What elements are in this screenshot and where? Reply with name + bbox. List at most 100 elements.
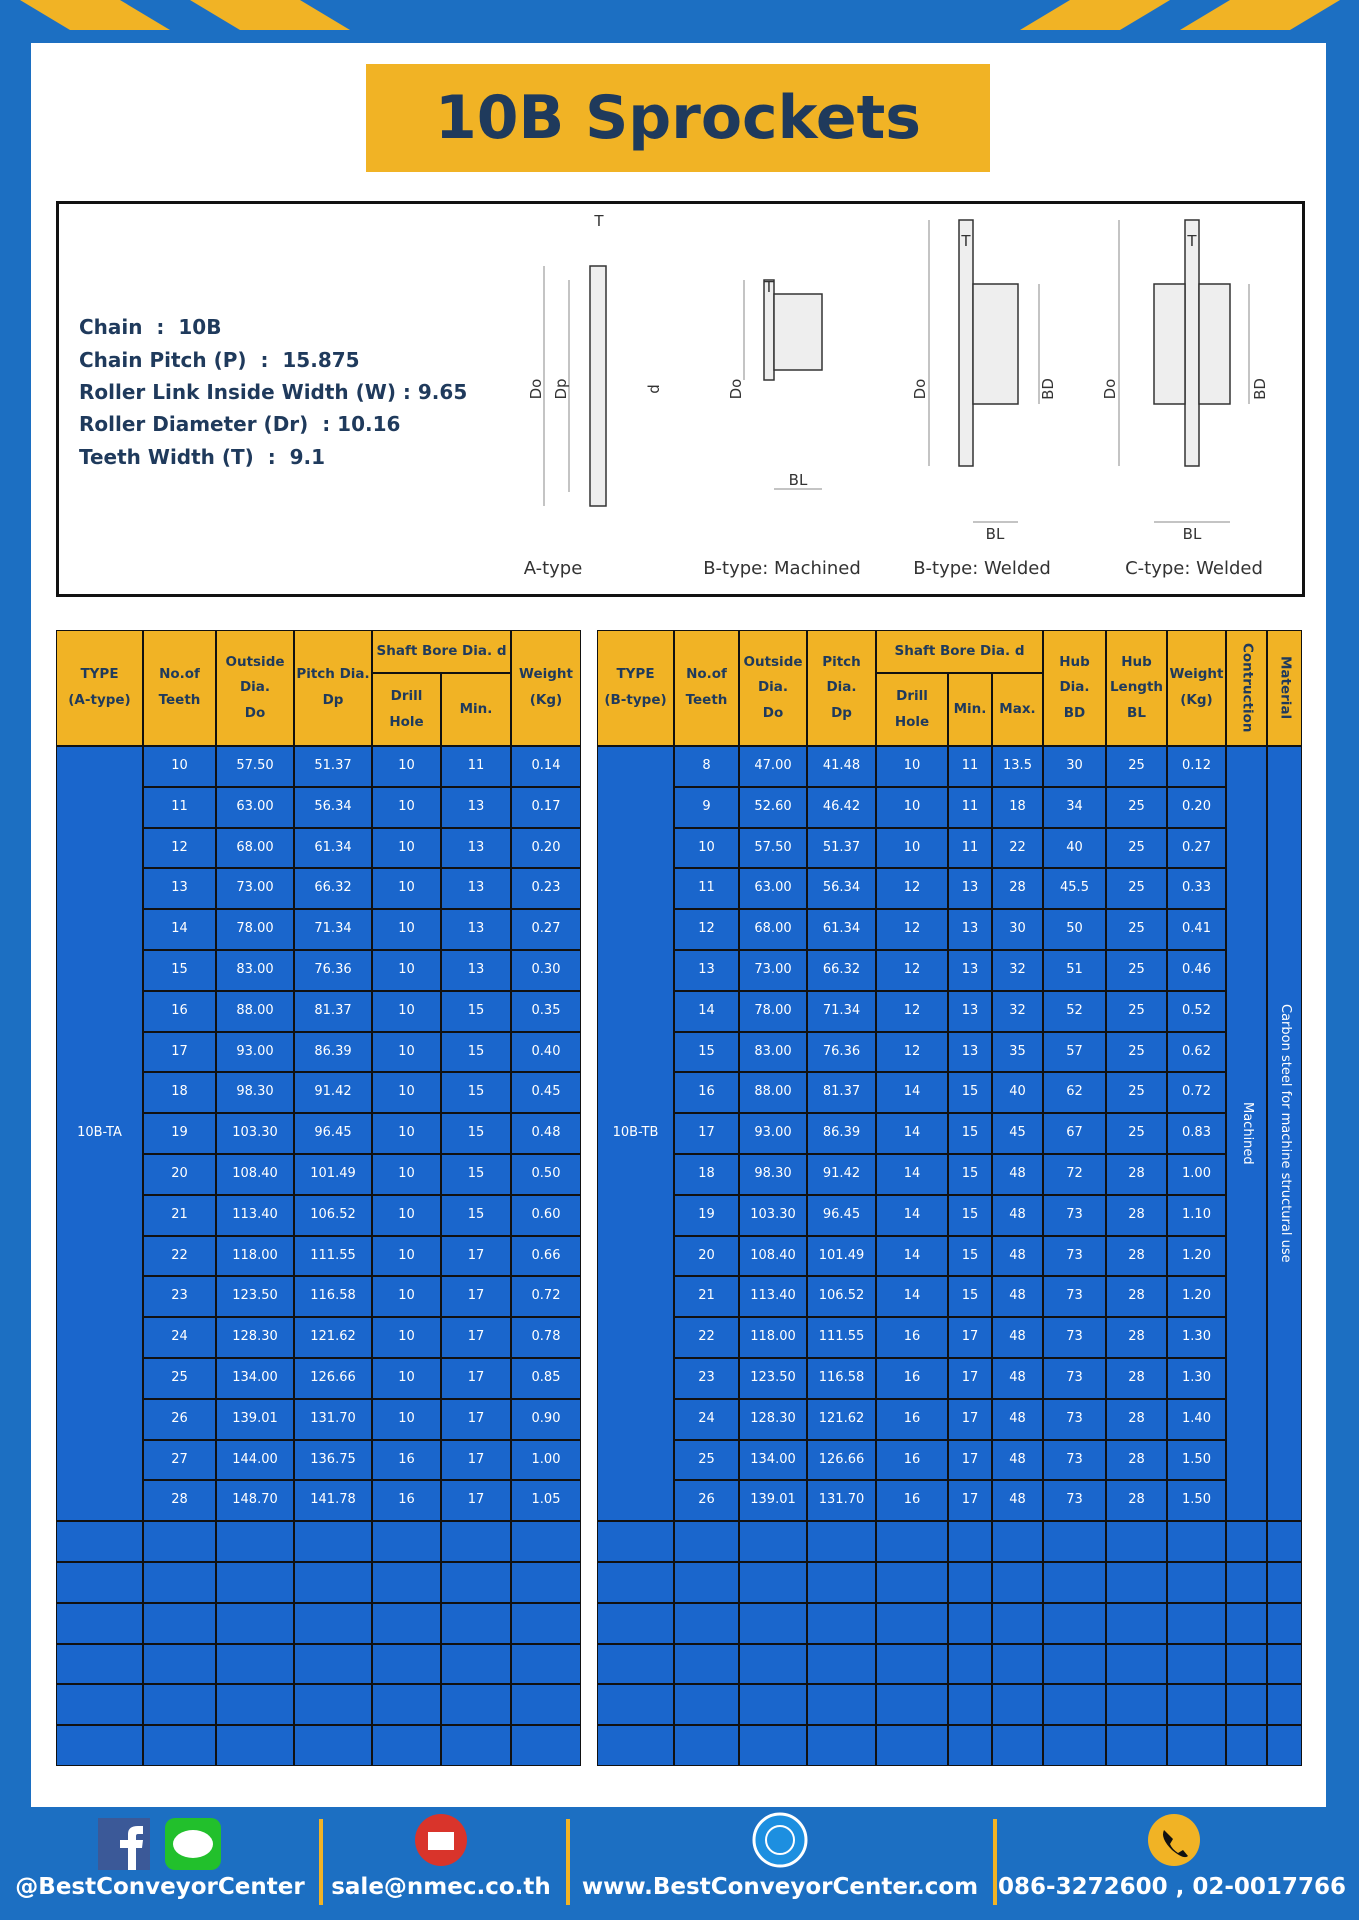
data-cell: 123.50 xyxy=(216,1276,294,1318)
data-cell: 0.30 xyxy=(511,950,581,991)
caption: B-type: Machined xyxy=(703,558,861,579)
data-cell: 103.30 xyxy=(739,1194,807,1236)
data-cell: 73 xyxy=(1043,1194,1106,1236)
data-cell: 25 xyxy=(1106,950,1167,991)
empty-cell xyxy=(597,1562,674,1603)
type-cell: 10B-TA xyxy=(56,746,143,1522)
label: d xyxy=(645,384,663,394)
data-cell: 16 xyxy=(372,1439,441,1481)
data-cell: 0.48 xyxy=(511,1113,581,1154)
header-text: Dp xyxy=(322,692,344,708)
data-cell: 14 xyxy=(876,1072,948,1114)
data-cell: 10 xyxy=(876,827,948,869)
data-cell: 0.85 xyxy=(511,1358,581,1399)
data-cell: 28 xyxy=(1106,1439,1167,1481)
empty-cell xyxy=(216,1562,294,1603)
empty-cell xyxy=(1267,1602,1302,1644)
data-cell: 61.34 xyxy=(294,827,372,869)
empty-cell xyxy=(992,1643,1043,1685)
data-cell: 63.00 xyxy=(216,786,294,828)
data-cell: 10 xyxy=(372,1154,441,1195)
data-cell: 108.40 xyxy=(216,1154,294,1195)
data-cell: 141.78 xyxy=(294,1480,372,1522)
header-text: BD xyxy=(1063,704,1086,721)
data-cell: 0.90 xyxy=(511,1398,581,1440)
data-cell: 131.70 xyxy=(807,1480,876,1522)
header-text: BL xyxy=(1127,704,1146,721)
data-cell: 17 xyxy=(948,1398,992,1440)
data-cell: 10 xyxy=(143,746,216,787)
data-cell: 88.00 xyxy=(216,990,294,1032)
empty-cell xyxy=(216,1521,294,1562)
header-cell: Shaft Bore Dia. d xyxy=(372,630,511,673)
empty-cell xyxy=(56,1602,143,1644)
data-cell: 76.36 xyxy=(807,1031,876,1073)
data-cell: 40 xyxy=(1043,827,1106,869)
data-cell: 0.12 xyxy=(1167,746,1226,787)
data-cell: 50 xyxy=(1043,909,1106,950)
data-cell: 63.00 xyxy=(739,868,807,910)
empty-cell xyxy=(674,1562,739,1603)
data-cell: 15 xyxy=(441,1194,511,1236)
empty-cell xyxy=(1267,1725,1302,1766)
header-cell: Hub Length BL xyxy=(1106,630,1167,746)
data-cell: 73 xyxy=(1043,1358,1106,1399)
header-text: Outside xyxy=(225,653,285,670)
header-text: Pitch Dia. xyxy=(296,666,370,683)
data-cell: 0.66 xyxy=(511,1235,581,1277)
data-cell: 8 xyxy=(674,746,739,787)
empty-cell xyxy=(56,1643,143,1685)
data-cell: 0.23 xyxy=(511,868,581,910)
empty-cell xyxy=(739,1521,807,1562)
spec: Chain Pitch (P) : 15.875 xyxy=(79,348,360,372)
data-cell: 0.45 xyxy=(511,1072,581,1114)
header-text: (B-type) xyxy=(604,692,667,708)
data-cell: 81.37 xyxy=(807,1072,876,1114)
data-cell: 1.05 xyxy=(511,1480,581,1522)
separator xyxy=(566,1819,570,1905)
data-cell: 52.60 xyxy=(739,786,807,828)
header-cell: Material xyxy=(1267,630,1302,746)
empty-cell xyxy=(948,1562,992,1603)
label: BL xyxy=(986,525,1005,543)
data-cell: 17 xyxy=(674,1113,739,1154)
data-cell: 17 xyxy=(948,1358,992,1399)
label: BL xyxy=(1183,525,1202,543)
data-cell: 10 xyxy=(372,990,441,1032)
data-cell: 10 xyxy=(372,950,441,991)
data-cell: 18 xyxy=(674,1154,739,1195)
empty-cell xyxy=(739,1562,807,1603)
data-cell: 10 xyxy=(372,1072,441,1114)
data-cell: 10 xyxy=(372,1276,441,1318)
data-cell: 81.37 xyxy=(294,990,372,1032)
data-cell: 25 xyxy=(674,1439,739,1481)
header-cell: Max. xyxy=(992,673,1043,746)
data-cell: 21 xyxy=(674,1276,739,1318)
data-cell: 57.50 xyxy=(216,746,294,787)
empty-cell xyxy=(372,1602,441,1644)
data-cell: 28 xyxy=(1106,1154,1167,1195)
empty-cell xyxy=(372,1643,441,1685)
data-cell: 24 xyxy=(143,1317,216,1358)
data-cell: 15 xyxy=(441,1154,511,1195)
data-cell: 32 xyxy=(992,990,1043,1032)
data-cell: 98.30 xyxy=(739,1154,807,1195)
label: T xyxy=(960,232,971,250)
email: sale@nmec.co.th xyxy=(331,1874,551,1900)
empty-cell xyxy=(294,1602,372,1644)
empty-cell xyxy=(739,1602,807,1644)
data-cell: 15 xyxy=(441,1072,511,1114)
empty-cell xyxy=(674,1684,739,1726)
drawings: T Do Dp d T Do BL T Do BD BL T Do BD BL … xyxy=(524,212,1269,579)
data-cell: 0.78 xyxy=(511,1317,581,1358)
data-cell: 20 xyxy=(674,1235,739,1277)
data-cell: 96.45 xyxy=(807,1194,876,1236)
data-cell: 27 xyxy=(143,1439,216,1481)
empty-cell xyxy=(948,1684,992,1726)
data-cell: 131.70 xyxy=(294,1398,372,1440)
data-cell: 25 xyxy=(1106,990,1167,1032)
data-cell: 10 xyxy=(876,746,948,787)
empty-cell xyxy=(372,1725,441,1766)
data-cell: 56.34 xyxy=(807,868,876,910)
